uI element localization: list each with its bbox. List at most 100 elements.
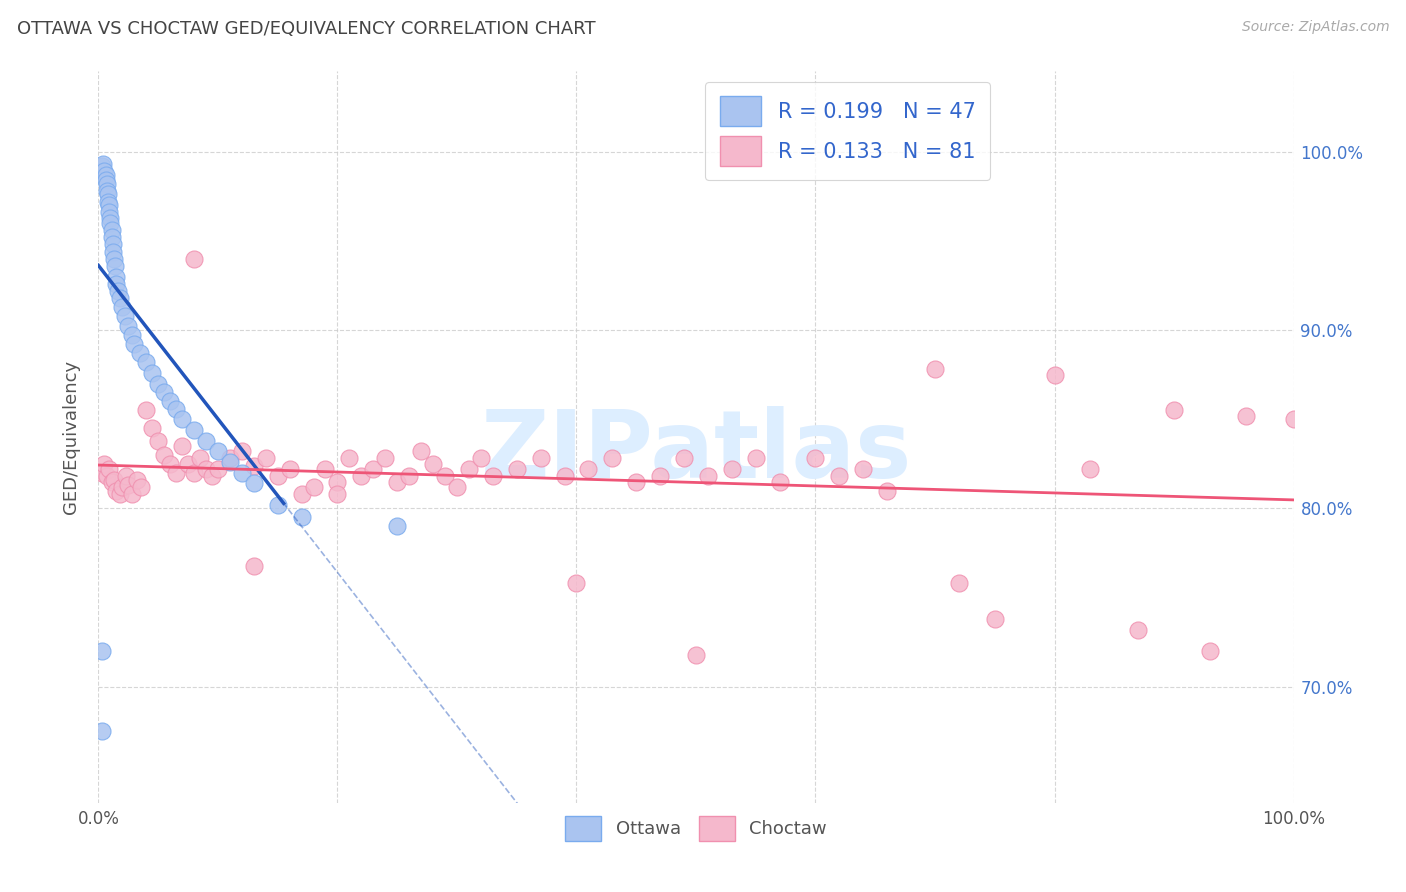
Point xyxy=(111,300,134,314)
Point xyxy=(195,434,218,448)
Point xyxy=(117,478,139,492)
Point xyxy=(91,644,114,658)
Point xyxy=(339,451,361,466)
Point xyxy=(105,269,128,284)
Point xyxy=(91,157,114,171)
Point xyxy=(105,483,128,498)
Point xyxy=(105,277,128,291)
Point xyxy=(876,483,898,498)
Point xyxy=(135,403,157,417)
Point xyxy=(554,469,576,483)
Point xyxy=(326,475,349,489)
Point xyxy=(578,462,600,476)
Point xyxy=(948,576,970,591)
Point xyxy=(141,421,163,435)
Point xyxy=(124,337,146,351)
Point xyxy=(97,187,120,202)
Point xyxy=(153,385,176,400)
Point xyxy=(96,177,118,191)
Point xyxy=(100,475,122,489)
Point xyxy=(165,466,187,480)
Point xyxy=(201,469,224,483)
Point xyxy=(195,462,218,476)
Point xyxy=(148,434,170,448)
Point xyxy=(565,576,588,591)
Point xyxy=(129,346,152,360)
Point xyxy=(326,487,349,501)
Point xyxy=(125,473,148,487)
Point xyxy=(135,355,157,369)
Point xyxy=(94,173,117,187)
Point xyxy=(768,475,790,489)
Point xyxy=(434,469,457,483)
Point xyxy=(745,451,768,466)
Point xyxy=(97,194,120,209)
Point xyxy=(107,284,129,298)
Point xyxy=(231,466,253,480)
Point xyxy=(96,184,118,198)
Point xyxy=(1234,409,1257,423)
Point xyxy=(121,487,143,501)
Point xyxy=(91,466,114,480)
Point xyxy=(924,362,946,376)
Point xyxy=(159,457,181,471)
Point xyxy=(104,259,127,273)
Point xyxy=(103,252,125,266)
Point xyxy=(446,480,468,494)
Point xyxy=(1080,462,1102,476)
Point xyxy=(172,439,194,453)
Point xyxy=(94,168,117,182)
Point xyxy=(111,480,134,494)
Point xyxy=(101,244,124,259)
Point xyxy=(183,423,205,437)
Point xyxy=(165,401,187,416)
Point xyxy=(148,376,170,391)
Point xyxy=(648,469,672,483)
Point xyxy=(121,328,143,343)
Point xyxy=(278,462,301,476)
Point xyxy=(188,451,211,466)
Point xyxy=(254,451,277,466)
Point xyxy=(363,462,385,476)
Point xyxy=(103,473,125,487)
Point xyxy=(1043,368,1066,382)
Point xyxy=(207,462,229,476)
Point xyxy=(984,612,1007,626)
Point xyxy=(98,216,122,230)
Point xyxy=(93,457,115,471)
Point xyxy=(602,451,624,466)
Point xyxy=(108,291,131,305)
Point xyxy=(219,455,242,469)
Point xyxy=(98,462,121,476)
Point xyxy=(243,558,266,573)
Point xyxy=(114,309,136,323)
Point xyxy=(115,469,138,483)
Point xyxy=(481,469,505,483)
Point xyxy=(219,451,242,466)
Point xyxy=(98,205,121,219)
Point xyxy=(291,510,314,524)
Point xyxy=(207,444,229,458)
Point xyxy=(108,487,131,501)
Point xyxy=(385,519,409,533)
Point xyxy=(131,480,153,494)
Point xyxy=(117,319,139,334)
Point xyxy=(530,451,553,466)
Point xyxy=(1282,412,1305,426)
Point xyxy=(91,159,114,173)
Point xyxy=(98,198,121,212)
Point xyxy=(302,480,325,494)
Point xyxy=(153,448,176,462)
Point xyxy=(96,469,118,483)
Point xyxy=(1128,623,1150,637)
Point xyxy=(626,475,648,489)
Point xyxy=(385,475,409,489)
Point xyxy=(852,462,875,476)
Point xyxy=(1163,403,1185,417)
Point xyxy=(374,451,396,466)
Point xyxy=(98,211,122,225)
Point xyxy=(1199,644,1222,658)
Point xyxy=(673,451,696,466)
Point xyxy=(267,498,290,512)
Point xyxy=(350,469,373,483)
